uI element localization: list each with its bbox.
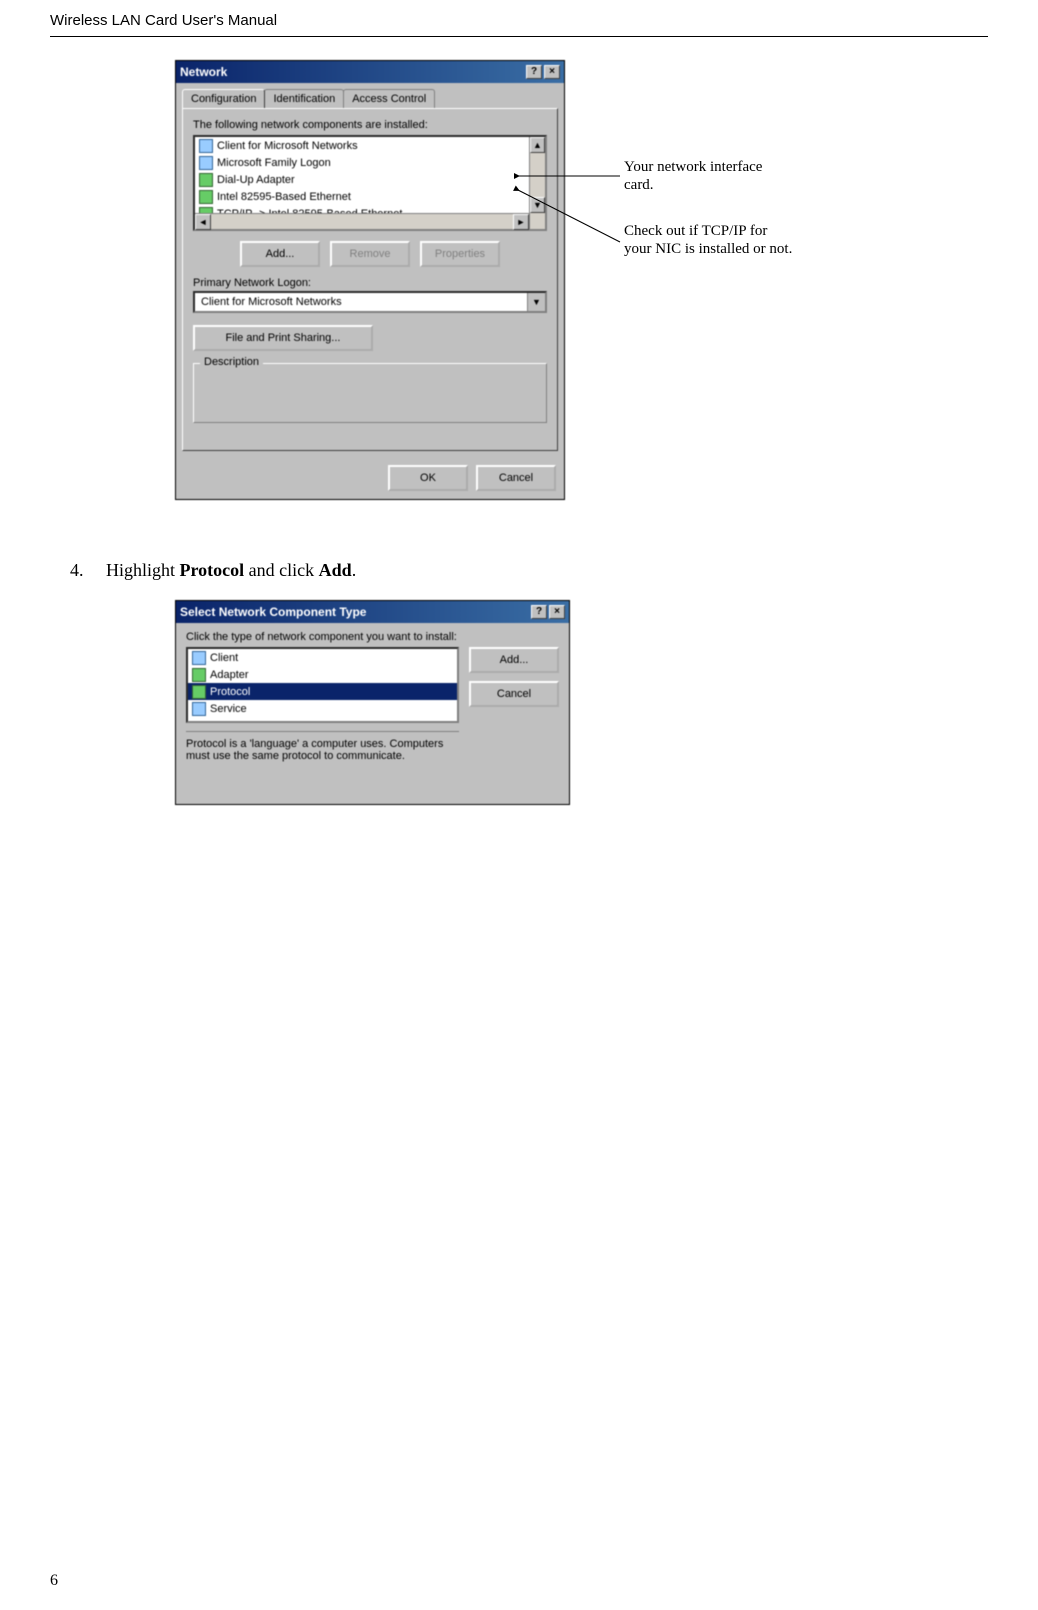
ok-button[interactable]: OK xyxy=(388,465,468,491)
button-row: Add... Remove Properties xyxy=(193,241,547,267)
client-icon xyxy=(192,651,206,665)
hint-text: Protocol is a 'language' a computer uses… xyxy=(186,731,459,762)
list-item[interactable]: Client for Microsoft Networks xyxy=(195,137,545,154)
add-button[interactable]: Add... xyxy=(469,647,559,673)
tab-access-control[interactable]: Access Control xyxy=(343,89,435,108)
adapter-icon xyxy=(199,173,213,187)
network-dialog-screenshot: Network ? × Configuration Identification… xyxy=(175,60,565,500)
list-item[interactable]: Adapter xyxy=(188,666,457,683)
step-4: 4. Highlight Protocol and click Add. xyxy=(70,560,356,581)
annotation-tcpip: Check out if TCP/IP for your NIC is inst… xyxy=(624,222,794,258)
client-icon xyxy=(199,139,213,153)
annotation-arrow-2 xyxy=(510,182,630,252)
step-text-mid: and click xyxy=(244,560,318,580)
properties-button[interactable]: Properties xyxy=(420,241,500,267)
add-button[interactable]: Add... xyxy=(240,241,320,267)
protocol-icon xyxy=(192,685,206,699)
list-item-label: Protocol xyxy=(210,686,250,698)
list-item-selected[interactable]: Protocol xyxy=(188,683,457,700)
components-listbox[interactable]: Client for Microsoft Networks Microsoft … xyxy=(193,135,547,231)
header-rule xyxy=(50,36,988,37)
select-component-dialog-screenshot: Select Network Component Type ? × Click … xyxy=(175,600,570,805)
cancel-button[interactable]: Cancel xyxy=(476,465,556,491)
scroll-left-icon[interactable]: ◄ xyxy=(195,214,211,230)
component-type-list[interactable]: Client Adapter Protocol Service xyxy=(186,647,459,723)
service-icon xyxy=(192,702,206,716)
scroll-up-icon[interactable]: ▲ xyxy=(530,137,545,153)
primary-logon-label: Primary Network Logon: xyxy=(193,277,547,289)
help-button[interactable]: ? xyxy=(531,605,547,619)
primary-logon-combo[interactable]: Client for Microsoft Networks ▼ xyxy=(193,291,547,313)
select-component-dialog: Select Network Component Type ? × Click … xyxy=(175,600,570,805)
step-text-pre: Highlight xyxy=(106,560,180,580)
page-number: 6 xyxy=(50,1572,58,1590)
prompt-text: Click the type of network component you … xyxy=(186,631,459,643)
button-column: Add... Cancel xyxy=(469,631,559,794)
list-item-label: Dial-Up Adapter xyxy=(217,174,295,186)
dialog-body: Click the type of network component you … xyxy=(176,623,569,804)
step-text-post: . xyxy=(352,560,357,580)
page-header: Wireless LAN Card User's Manual xyxy=(50,12,277,29)
list-item-label: Client for Microsoft Networks xyxy=(217,140,358,152)
list-item[interactable]: Dial-Up Adapter xyxy=(195,171,545,188)
dialog-button-row: OK Cancel xyxy=(176,457,564,499)
list-item[interactable]: Service xyxy=(188,700,457,717)
close-button[interactable]: × xyxy=(544,65,560,79)
description-label: Description xyxy=(200,356,263,368)
chevron-down-icon[interactable]: ▼ xyxy=(527,293,545,311)
step-bold-add: Add xyxy=(319,560,352,580)
list-item-label: Adapter xyxy=(210,669,249,681)
list-item[interactable]: Microsoft Family Logon xyxy=(195,154,545,171)
list-item[interactable]: Client xyxy=(188,649,457,666)
network-dialog: Network ? × Configuration Identification… xyxy=(175,60,565,500)
help-button[interactable]: ? xyxy=(526,65,542,79)
remove-button[interactable]: Remove xyxy=(330,241,410,267)
description-group: Description xyxy=(193,363,547,423)
tabs: Configuration Identification Access Cont… xyxy=(182,89,558,108)
adapter-icon xyxy=(192,668,206,682)
tab-identification[interactable]: Identification xyxy=(264,89,344,108)
adapter-icon xyxy=(199,190,213,204)
titlebar: Network ? × xyxy=(176,61,564,83)
dialog-title: Select Network Component Type xyxy=(180,605,366,619)
list-item-label: Service xyxy=(210,703,247,715)
step-number: 4. xyxy=(70,560,84,580)
horizontal-scrollbar[interactable]: ◄ ► xyxy=(195,213,529,229)
close-button[interactable]: × xyxy=(549,605,565,619)
dialog-title: Network xyxy=(180,65,227,79)
file-print-sharing-button[interactable]: File and Print Sharing... xyxy=(193,325,373,351)
list-item-label: Client xyxy=(210,652,238,664)
list-item[interactable]: Intel 82595-Based Ethernet xyxy=(195,188,545,205)
combo-value: Client for Microsoft Networks xyxy=(195,293,527,311)
list-item-label: Microsoft Family Logon xyxy=(217,157,331,169)
titlebar: Select Network Component Type ? × xyxy=(176,601,569,623)
list-item-label: Intel 82595-Based Ethernet xyxy=(217,191,351,203)
step-bold-protocol: Protocol xyxy=(180,560,245,580)
client-icon xyxy=(199,156,213,170)
annotation-nic: Your network interface card. xyxy=(624,158,784,194)
tab-configuration[interactable]: Configuration xyxy=(182,89,265,108)
cancel-button[interactable]: Cancel xyxy=(469,681,559,707)
tab-panel: The following network components are ins… xyxy=(182,108,558,451)
intro-text: The following network components are ins… xyxy=(193,119,547,131)
